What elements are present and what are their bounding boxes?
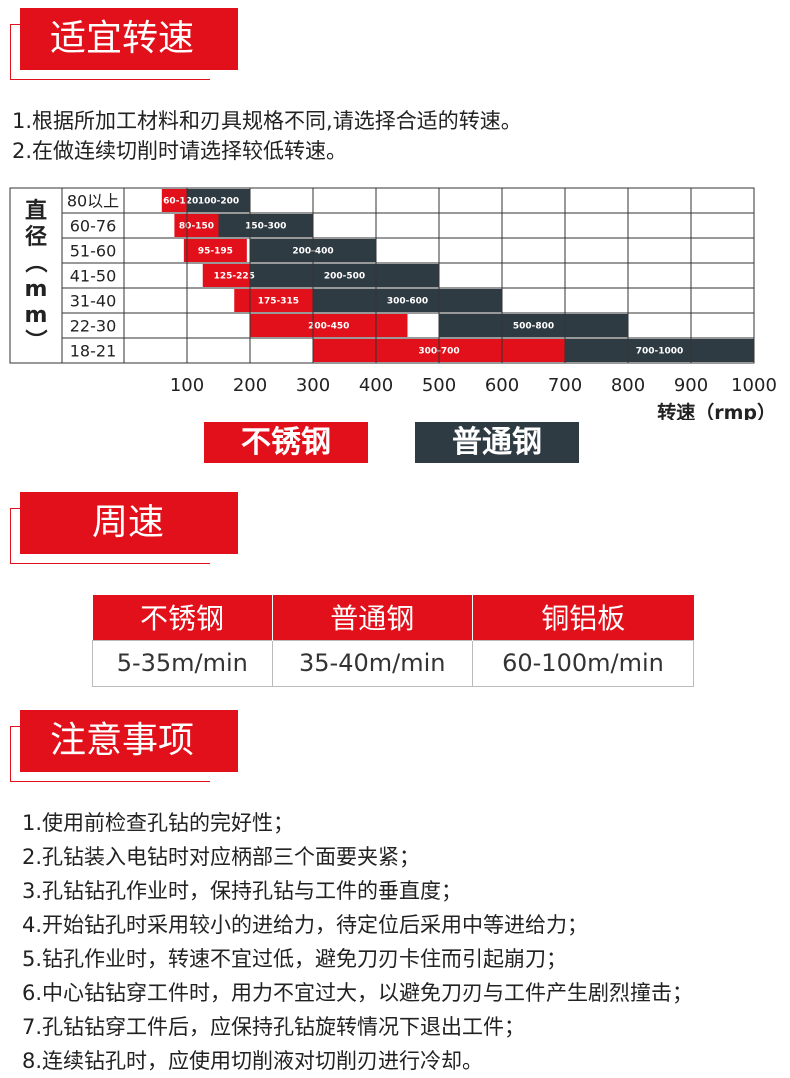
list-item: 3.孔钻钻孔作业时，保持孔钻与工件的垂直度；: [22, 879, 463, 903]
x-tick-label: 800: [611, 375, 645, 396]
x-tick-label: 100: [170, 375, 204, 396]
list-item: 8.连续钻孔时，应使用切削液对切削刃进行冷却。: [22, 1049, 484, 1073]
section-title: 注意事项: [20, 710, 238, 772]
chart-bar: [234, 289, 323, 312]
y-axis-label-char: m: [25, 277, 48, 302]
x-tick-label: 200: [233, 375, 267, 396]
chart-bar: [218, 214, 313, 237]
list-item: 4.开始钻孔时采用较小的进给力，待定位后采用中等进给力；: [22, 913, 589, 937]
speed-chart: 60-120 80-150 95-195 125-225 175-315 200-450 3…: [9, 187, 777, 420]
data-label: 700-1000: [636, 347, 684, 357]
x-axis-label: 转速（rmp）: [657, 401, 776, 420]
table-header-cell: 铜铝板: [472, 595, 694, 640]
category-label: 80以上: [67, 192, 119, 211]
data-label: 60-120: [163, 197, 198, 207]
chart-bar: [183, 239, 247, 262]
notes-list: 1.使用前检查孔钻的完好性； 2.孔钻装入电钻时对应柄部三个面要夹紧； 3.孔钻…: [22, 806, 693, 1078]
surface-speed-table: 不锈钢 普通钢 铜铝板 5-35m/min 35-40m/min 60-100m…: [92, 595, 695, 687]
chart-bar: [250, 314, 408, 337]
chart-bar: [565, 339, 754, 362]
list-item: 6.中心钻钻穿工件时，用力不宜过大，以避免刀刃与工件产生剧烈撞击；: [22, 981, 694, 1005]
category-label: 51-60: [70, 242, 117, 261]
table-row: 5-35m/min 35-40m/min 60-100m/min: [92, 639, 695, 687]
list-item: 7.孔钻钻穿工件后，应保持孔钻旋转情况下退出工件；: [22, 1015, 526, 1039]
section-header-notes: 注意事项: [10, 710, 238, 782]
data-label: 95-195: [198, 247, 233, 257]
y-axis-label-char: ）: [22, 329, 47, 351]
x-tick-label: 1000: [731, 375, 777, 396]
table-header-cell: 普通钢: [272, 595, 473, 640]
chart-bar: [313, 289, 502, 312]
chart-bar: [187, 189, 250, 212]
intro-text: 1.根据所加工材料和刃具规格不同,请选择合适的转速。 2.在做连续切削时请选择较…: [12, 106, 522, 166]
data-label: 200-450: [308, 322, 349, 332]
section-header-speed: 适宜转速: [10, 8, 238, 80]
data-label: 175-315: [258, 297, 299, 307]
data-label: 80-150: [179, 222, 214, 232]
x-tick-label: 400: [359, 375, 393, 396]
category-label: 60-76: [70, 217, 117, 236]
legend-carbon-steel: 普通钢: [415, 422, 579, 463]
section-title: 周速: [20, 492, 238, 554]
list-item: 2.孔钻装入电钻时对应柄部三个面要夹紧；: [22, 845, 421, 869]
data-label: 200-500: [324, 272, 365, 282]
data-label: 500-800: [513, 322, 554, 332]
y-axis-label-char: 径: [25, 224, 47, 250]
category-label: 18-21: [70, 342, 117, 361]
x-tick-label: 600: [485, 375, 519, 396]
legend-stainless: 不锈钢: [204, 422, 368, 463]
data-label: 300-600: [387, 297, 428, 307]
x-tick-label: 300: [296, 375, 330, 396]
table-header-row: 不锈钢 普通钢 铜铝板: [92, 595, 694, 640]
data-label: 100-200: [198, 197, 239, 207]
x-tick-label: 700: [548, 375, 582, 396]
x-tick-label: 500: [422, 375, 456, 396]
y-axis-label-char: 直: [25, 198, 47, 224]
section-title: 适宜转速: [20, 8, 238, 70]
intro-line-2: 2.在做连续切削时请选择较低转速。: [12, 139, 348, 163]
category-label: 41-50: [70, 267, 117, 286]
intro-line-1: 1.根据所加工材料和刃具规格不同,请选择合适的转速。: [12, 109, 522, 133]
list-item: 1.使用前检查孔钻的完好性；: [22, 811, 295, 835]
section-header-surface: 周速: [10, 492, 238, 564]
list-item: 5.钻孔作业时，转速不宜过低，避免刀刃卡住而引起崩刀；: [22, 947, 568, 971]
table-cell: 5-35m/min: [92, 639, 273, 687]
category-label: 22-30: [70, 317, 117, 336]
x-tick-label: 900: [674, 375, 708, 396]
y-axis-label-char: （: [22, 251, 47, 273]
chart-bar: [250, 264, 439, 287]
category-label: 31-40: [70, 292, 117, 311]
chart-bar: [174, 214, 219, 237]
data-label: 150-300: [245, 222, 286, 232]
table-header-cell: 不锈钢: [92, 595, 273, 640]
table-cell: 60-100m/min: [471, 639, 695, 687]
chart-bar: [439, 314, 628, 337]
y-axis-label-char: m: [25, 303, 48, 328]
data-label: 125-225: [214, 272, 255, 282]
table-cell: 35-40m/min: [271, 639, 473, 687]
